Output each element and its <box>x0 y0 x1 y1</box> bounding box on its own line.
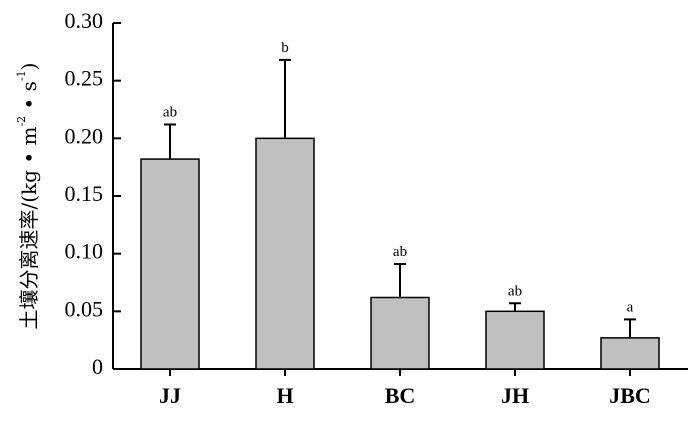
x-tick-label: JH <box>501 383 529 408</box>
bar <box>140 158 200 370</box>
significance-label: ab <box>163 104 177 120</box>
y-tick-label: 0.05 <box>65 296 104 321</box>
y-axis-label-mid: • s <box>17 81 41 116</box>
svg-text:土壤分离速率/(kg • m-2 • s-1): 土壤分离速率/(kg • m-2 • s-1) <box>15 63 41 330</box>
x-tick-label: JJ <box>159 383 181 408</box>
bar <box>600 337 660 370</box>
significance-label: b <box>281 40 289 56</box>
plot-area: 0 0.05 0.10 0.15 0.20 0.25 0.30 ab JJ b Hab BC ab JH a… <box>65 8 688 408</box>
y-axis-label: 土壤分离速率/(kg • m-2 • s-1) <box>15 63 41 330</box>
bar <box>370 296 430 370</box>
y-tick-label: 0.20 <box>65 123 104 148</box>
y-axis-label-sup1: -2 <box>15 116 28 127</box>
y-axis-label-end: ) <box>17 63 41 71</box>
bar <box>485 310 545 370</box>
x-tick-label: H <box>276 383 293 408</box>
x-tick-label: JBC <box>609 383 651 408</box>
significance-label: ab <box>393 244 407 260</box>
significance-label: a <box>627 299 634 315</box>
x-tick-label: BC <box>385 383 416 408</box>
y-tick-label: 0.10 <box>65 239 104 264</box>
y-tick-label: 0.25 <box>65 66 104 91</box>
bar <box>255 137 315 370</box>
y-tick-label: 0.15 <box>65 181 104 206</box>
y-axis-label-main: 土壤分离速率/(kg • m <box>17 127 41 330</box>
significance-label: ab <box>508 283 522 299</box>
y-tick-label: 0 <box>92 354 103 379</box>
y-axis-label-sup2: -1 <box>15 70 28 81</box>
y-tick-label: 0.30 <box>65 8 104 33</box>
